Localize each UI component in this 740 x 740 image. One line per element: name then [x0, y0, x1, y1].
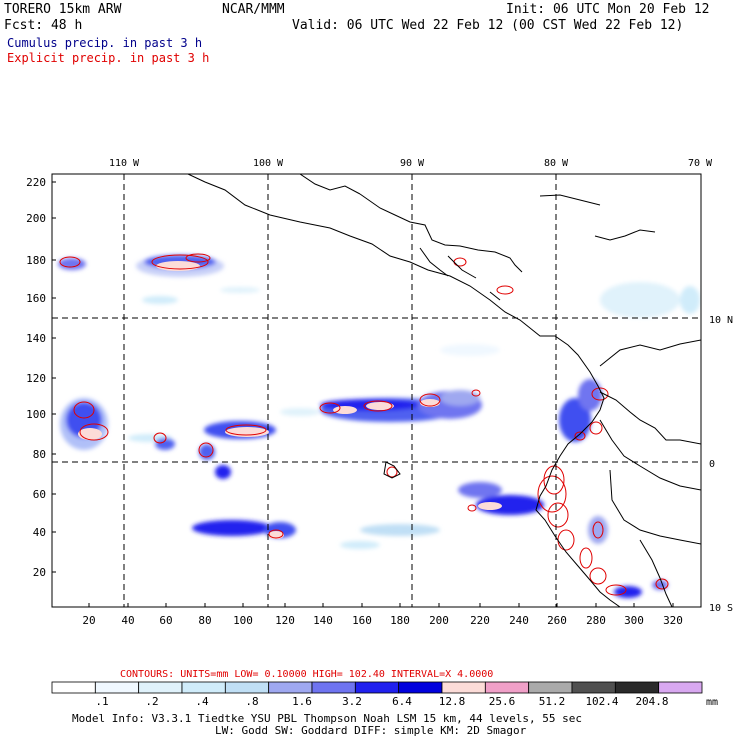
colorbar-label: 25.6 — [489, 695, 516, 708]
y-tick-label: 200 — [26, 212, 46, 225]
colorbar-swatch — [354, 681, 400, 694]
y-tick-label: 20 — [33, 566, 46, 579]
y-tick-label: 220 — [26, 176, 46, 189]
lat-label-10n: 10 N — [709, 315, 733, 326]
colorbar-swatch — [528, 681, 573, 694]
y-axis: 220 200 180 160 140 120 100 80 60 40 20 — [26, 176, 46, 579]
colorbar-swatch — [268, 681, 313, 694]
map-frame — [51, 173, 702, 608]
x-tick-label: 280 — [586, 614, 606, 627]
colorbar — [51, 681, 703, 694]
x-tick-label: 180 — [390, 614, 410, 627]
forecast-hour: Fcst: 48 h — [4, 18, 83, 33]
colorbar-swatch — [224, 681, 270, 694]
colorbar-label: .4 — [195, 695, 209, 708]
y-tick-label: 100 — [26, 408, 46, 421]
colorbar-label: .8 — [245, 695, 258, 708]
colorbar-label: .2 — [145, 695, 158, 708]
colorbar-swatch — [658, 681, 703, 694]
x-tick-label: 40 — [121, 614, 134, 627]
lon-label-110w: 110 W — [109, 158, 140, 169]
field-label-cumulus: Cumulus precip. in past 3 h — [7, 36, 203, 50]
lon-label-90w: 90 W — [400, 158, 425, 169]
colorbar-label: 1.6 — [292, 695, 312, 708]
map-area — [52, 174, 701, 607]
colorbar-swatch — [484, 681, 530, 694]
lon-label-70w: 70 W — [688, 158, 713, 169]
field-label-explicit: Explicit precip. in past 3 h — [7, 51, 210, 65]
x-tick-label: 20 — [82, 614, 95, 627]
colorbar-label: .1 — [95, 695, 108, 708]
x-tick-label: 120 — [275, 614, 295, 627]
latlon-grid — [52, 174, 701, 607]
x-tick-label: 260 — [547, 614, 567, 627]
model-info: Model Info: V3.3.1 Tiedtke YSU PBL Thomp… — [72, 712, 582, 725]
colorbar-swatch — [181, 681, 226, 694]
x-tick-label: 60 — [159, 614, 172, 627]
colorbar-swatch — [614, 681, 660, 694]
colorbar-swatch — [94, 681, 140, 694]
coastlines — [187, 174, 701, 607]
colorbar-unit: mm — [706, 697, 718, 708]
colorbar-label: 12.8 — [439, 695, 466, 708]
model-title: TORERO 15km ARW — [4, 2, 122, 17]
colorbar-label: 6.4 — [392, 695, 412, 708]
x-tick-label: 220 — [470, 614, 490, 627]
colorbar-label: 204.8 — [635, 695, 668, 708]
y-tick-label: 80 — [33, 448, 46, 461]
y-tick-label: 120 — [26, 372, 46, 385]
x-tick-label: 80 — [198, 614, 211, 627]
precip-shading — [58, 255, 700, 598]
init-time: Init: 06 UTC Mon 20 Feb 12 — [506, 2, 710, 17]
y-tick-label: 180 — [26, 254, 46, 267]
lon-label-100w: 100 W — [253, 158, 284, 169]
precip-contours — [59, 253, 669, 596]
colorbar-label: 102.4 — [585, 695, 618, 708]
colorbar-swatch — [138, 681, 183, 694]
colorbar-swatch — [571, 681, 616, 694]
x-tick-label: 240 — [509, 614, 529, 627]
colorbar-swatch — [51, 681, 96, 694]
lat-label-0: 0 — [709, 459, 715, 470]
x-axis: 20 40 60 80 100 120 140 160 180 200 220 … — [82, 614, 683, 627]
contour-info: CONTOURS: UNITS=mm LOW= 0.10000 HIGH= 10… — [120, 669, 493, 680]
lat-label-10s: 10 S — [709, 603, 733, 614]
x-tick-label: 140 — [313, 614, 333, 627]
colorbar-swatch — [441, 681, 486, 694]
colorbar-swatch — [311, 681, 356, 694]
y-tick-label: 140 — [26, 332, 46, 345]
x-tick-label: 300 — [624, 614, 644, 627]
lon-label-80w: 80 W — [544, 158, 569, 169]
x-tick-label: 320 — [663, 614, 683, 627]
y-tick-label: 40 — [33, 526, 46, 539]
colorbar-label: 3.2 — [342, 695, 362, 708]
valid-time: Valid: 06 UTC Wed 22 Feb 12 (00 CST Wed … — [292, 18, 684, 33]
org-label: NCAR/MMM — [222, 2, 285, 17]
physics-info: LW: Godd SW: Goddard DIFF: simple KM: 2D… — [215, 724, 527, 737]
x-tick-label: 160 — [352, 614, 372, 627]
x-tick-label: 100 — [233, 614, 253, 627]
colorbar-swatch — [398, 681, 443, 694]
colorbar-labels: .1 .2 .4 .8 1.6 3.2 6.4 12.8 25.6 51.2 1… — [95, 695, 718, 708]
y-tick-label: 60 — [33, 488, 46, 501]
colorbar-label: 51.2 — [539, 695, 566, 708]
y-tick-label: 160 — [26, 292, 46, 305]
x-tick-label: 200 — [429, 614, 449, 627]
